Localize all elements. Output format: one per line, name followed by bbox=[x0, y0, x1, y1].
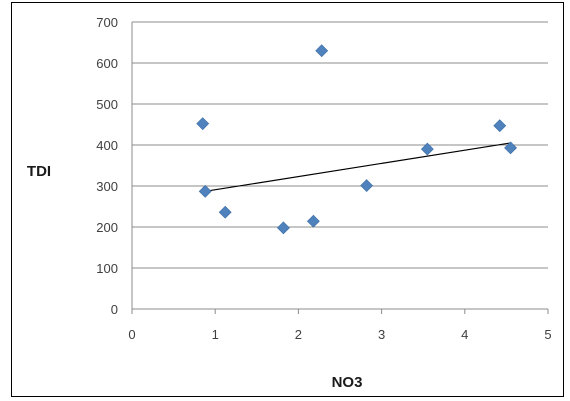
x-tick-label: 4 bbox=[461, 327, 468, 342]
y-tick-label: 100 bbox=[96, 261, 118, 276]
data-point bbox=[360, 179, 374, 193]
y-tick-label: 400 bbox=[96, 138, 118, 153]
data-point bbox=[306, 214, 320, 228]
data-point bbox=[504, 141, 517, 155]
data-point bbox=[196, 117, 210, 131]
y-tick-label: 200 bbox=[96, 220, 118, 235]
x-axis-title: NO3 bbox=[332, 374, 363, 391]
x-tick-label: 2 bbox=[295, 327, 302, 342]
x-tick-labels: 0 1 2 3 4 5 bbox=[128, 327, 551, 342]
y-tick-label: 300 bbox=[96, 179, 118, 194]
trendline bbox=[205, 142, 511, 192]
scatter-chart: 0 100 200 300 400 500 600 700 0 1 2 3 4 5 NO3 TDI bbox=[27, 15, 552, 391]
x-tick-label: 0 bbox=[128, 327, 135, 342]
x-tick-label: 1 bbox=[212, 327, 219, 342]
y-tick-labels: 0 100 200 300 400 500 600 700 bbox=[96, 15, 118, 317]
data-point bbox=[420, 142, 434, 156]
data-point bbox=[218, 205, 232, 219]
x-tick-label: 3 bbox=[378, 327, 385, 342]
axes bbox=[131, 22, 549, 314]
data-point bbox=[276, 221, 290, 235]
gridlines bbox=[132, 21, 548, 269]
data-point bbox=[315, 44, 329, 58]
y-tick-label: 600 bbox=[96, 56, 118, 71]
data-points bbox=[196, 44, 517, 235]
y-axis-title: TDI bbox=[27, 163, 51, 180]
y-tick-label: 0 bbox=[111, 302, 118, 317]
x-tick-label: 5 bbox=[544, 327, 551, 342]
data-point bbox=[493, 119, 507, 133]
y-tick-label: 500 bbox=[96, 97, 118, 112]
y-tick-label: 700 bbox=[96, 15, 118, 30]
data-point bbox=[198, 184, 212, 198]
chart-frame: 0 100 200 300 400 500 600 700 0 1 2 3 4 5 NO3 TDI bbox=[11, 2, 564, 397]
trendline-layer bbox=[205, 142, 511, 192]
